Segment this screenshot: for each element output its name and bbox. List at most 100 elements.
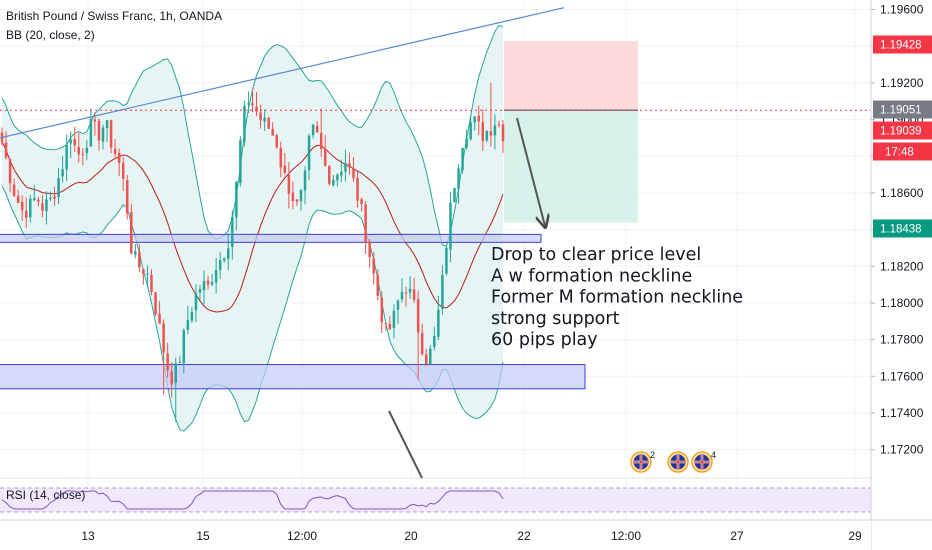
candle-body [400, 291, 404, 300]
time-tick-label: 22 [517, 529, 531, 543]
candle-body [170, 371, 173, 385]
candle-body [344, 162, 347, 172]
candle-body [332, 179, 335, 186]
candle-body [231, 217, 234, 247]
candle-body [295, 199, 299, 202]
candle-body [20, 201, 24, 211]
candle-body [174, 363, 177, 383]
short-position-tool[interactable] [504, 41, 638, 223]
price-tag-label: 1.19051 [880, 105, 922, 117]
candle-body [251, 103, 254, 106]
annotation-line-2: A w formation neckline [491, 266, 692, 286]
candle-body [239, 139, 242, 183]
candle-body [24, 210, 28, 218]
candle-body [380, 297, 384, 323]
annotation-line-4: strong support [491, 309, 620, 329]
time-tick-label: 12:00 [611, 529, 641, 543]
candle-body [469, 122, 472, 140]
candle-body [93, 119, 97, 122]
time-axis[interactable]: 13 15 12:00 20 22 12:00 27 29 [0, 519, 932, 550]
candle-body [453, 187, 456, 203]
time-axis-bg [0, 520, 871, 550]
price-tag-5: 1.18438 [873, 219, 932, 238]
candle-body [493, 125, 497, 136]
candle-body [315, 125, 319, 133]
candle-body [109, 120, 113, 148]
candle-body [142, 269, 145, 274]
candle-body [437, 309, 440, 337]
candle-body [481, 122, 485, 142]
candle-body [287, 174, 291, 194]
candle-body [49, 197, 52, 200]
candle-body [45, 199, 48, 212]
candle-body [243, 105, 246, 142]
candle-body [299, 189, 303, 202]
candle-body [501, 124, 505, 142]
candle-body [420, 332, 424, 355]
candle-body [271, 128, 274, 136]
candle-body [33, 197, 36, 201]
candle-body [489, 131, 493, 136]
candle-body [146, 273, 149, 275]
candle-body [457, 168, 460, 190]
candle-body [166, 353, 169, 371]
chart-title: British Pound / Swiss Franc, 1h, OANDA [6, 9, 223, 23]
candle-body [4, 142, 8, 158]
candle-body [408, 288, 412, 293]
candle-body [16, 195, 20, 203]
rsi-indicator: RSI (14, close) [1, 488, 504, 510]
time-tick-label: 20 [404, 529, 418, 543]
price-tag-label: 17:48 [885, 147, 914, 159]
candle-body [340, 171, 343, 176]
candle-body [186, 320, 190, 330]
candle-body [121, 162, 125, 179]
price-tick-label: 1.19600 [880, 3, 924, 17]
price-tag-3: 1.19039 [873, 121, 932, 140]
candle-body [412, 289, 416, 301]
candle-body [255, 106, 258, 112]
candle-body [81, 153, 85, 155]
candle-body [311, 124, 315, 135]
candle-body [206, 280, 210, 285]
candle-body [57, 177, 60, 198]
time-tick-label: 12:00 [287, 529, 317, 543]
candle-body [360, 199, 363, 205]
price-tick-label: 1.17600 [880, 369, 924, 383]
candle-body [69, 139, 72, 144]
candle-body [158, 313, 161, 324]
price-axis-bg [871, 0, 932, 550]
candle-body [263, 117, 266, 122]
candle-body [356, 177, 359, 201]
take-profit-zone [504, 110, 638, 223]
candle-body [328, 166, 331, 184]
drop-arrow [516, 117, 545, 226]
rsi-label: RSI (14, close) [6, 488, 85, 502]
candle-body [85, 147, 89, 154]
time-tick-label: 13 [81, 529, 95, 543]
candle-body [429, 348, 432, 365]
candle-body [445, 247, 448, 274]
price-tag-label: 1.18438 [880, 224, 922, 236]
time-tick-label: 27 [730, 529, 744, 543]
price-tick-label: 1.18000 [880, 296, 924, 310]
support-zones[interactable] [0, 233, 586, 390]
candle-body [97, 120, 101, 141]
price-tick-label: 1.17400 [880, 406, 924, 420]
candle-body [392, 310, 396, 329]
annotation-line-3: Former M formation neckline [491, 288, 743, 308]
support-zone-2 [0, 364, 586, 390]
candle-body [376, 275, 380, 296]
candle-body [29, 198, 32, 218]
candle-body [227, 248, 230, 259]
trendline[interactable] [0, 7, 565, 139]
price-tags: 1.19428 1.19051 1.19039 17:48 1.18438 [873, 35, 932, 238]
candle-body [307, 135, 311, 171]
candle-body [461, 147, 464, 171]
candle-body [113, 148, 117, 154]
price-axis[interactable]: 1.196001.194001.192001.190001.188001.186… [870, 0, 932, 550]
drawn-arrows[interactable] [388, 117, 545, 479]
candle-body [441, 274, 444, 309]
